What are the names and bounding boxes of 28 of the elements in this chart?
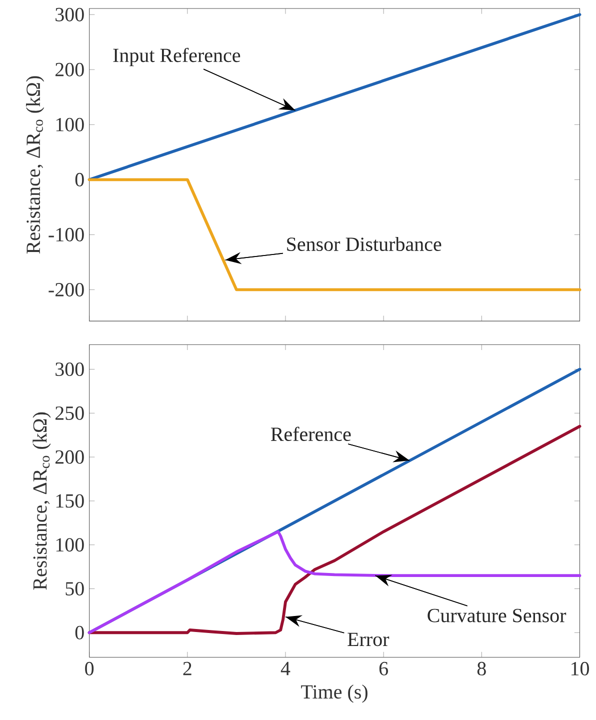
annotation: Sensor Disturbance — [287, 236, 442, 252]
y-tick-label: -100 — [48, 228, 84, 242]
y-tick-label: 100 — [56, 538, 84, 552]
y-tick-label: 250 — [56, 406, 84, 420]
y-axis-title: Resistance, ΔR$_{co}$ (kΩ) — [26, 76, 44, 254]
y-tick-label: 100 — [56, 118, 84, 132]
y-tick-label: 50 — [66, 582, 84, 596]
y-tick-label: 0 — [75, 172, 84, 186]
y-tick-label: 200 — [56, 62, 84, 76]
y-tick-label: 300 — [56, 362, 84, 376]
y-axis-title: Resistance, ΔR$_{co}$ (kΩ) — [32, 412, 51, 590]
x-tick-label: 4 — [280, 662, 290, 676]
y-tick-label: 0 — [75, 626, 84, 640]
y-tick-label: -200 — [48, 282, 84, 296]
x-tick-label: 0 — [85, 662, 94, 676]
y-tick-label: 150 — [56, 494, 84, 508]
annotation: Reference — [270, 426, 351, 442]
x-tick-label: 6 — [379, 662, 388, 676]
x-tick-label: 8 — [477, 662, 486, 676]
annotation: Input Reference — [113, 48, 240, 66]
annotation: Error — [348, 632, 390, 646]
y-tick-label: 200 — [56, 450, 84, 464]
x-tick-label: 10 — [571, 662, 589, 676]
y-tick-label: 300 — [56, 8, 84, 22]
annotation: Curvature Sensor — [428, 608, 566, 622]
x-tick-label: 2 — [183, 662, 192, 676]
line-series — [88, 530, 582, 634]
x-axis-title: Time (s) — [301, 684, 368, 703]
